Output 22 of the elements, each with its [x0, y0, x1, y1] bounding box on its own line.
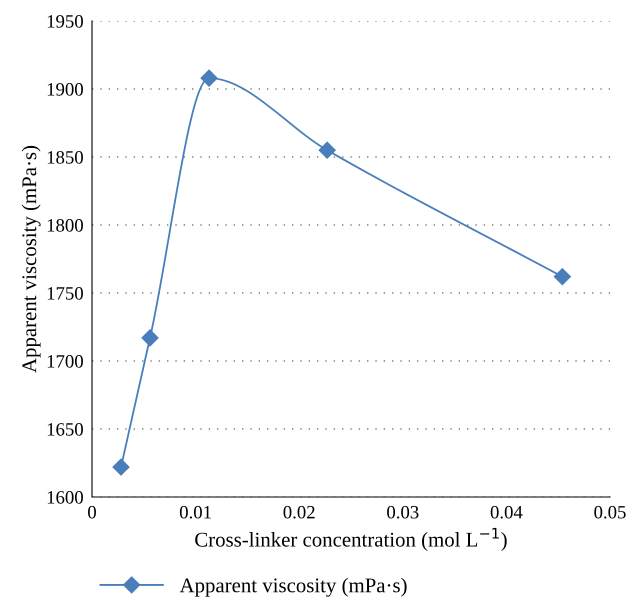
x-tick-label: 0.03 — [387, 506, 418, 519]
y-tick-label: 1900 — [48, 83, 83, 96]
y-tick-label: 1700 — [48, 355, 83, 368]
x-tick-label: 0.05 — [594, 506, 626, 519]
point — [141, 329, 159, 346]
y-tick-label: 1650 — [48, 423, 83, 436]
point — [200, 70, 218, 87]
y-tick-label: 1600 — [48, 491, 83, 504]
point — [554, 268, 571, 286]
y-axis-title: Apparent viscosity (mPa·s) — [22, 146, 41, 373]
x-tick-label: 0.04 — [490, 506, 523, 519]
x-axis-title: Cross-linker concentration (mol L$^{−1}$) — [195, 528, 507, 551]
point — [318, 142, 336, 159]
y-tick-label: 1800 — [48, 219, 83, 232]
x-tick-label: 0.02 — [284, 506, 315, 519]
y-tick-label: 1850 — [48, 151, 83, 164]
y-tick-label: 1750 — [48, 287, 83, 300]
x-tick-label: 0.01 — [180, 506, 211, 519]
point — [112, 458, 130, 476]
y-tick-label: 1950 — [48, 15, 83, 28]
x-tick-label: 0 — [88, 506, 96, 519]
legend-label: Apparent viscosity (mPa·s) — [180, 578, 407, 597]
